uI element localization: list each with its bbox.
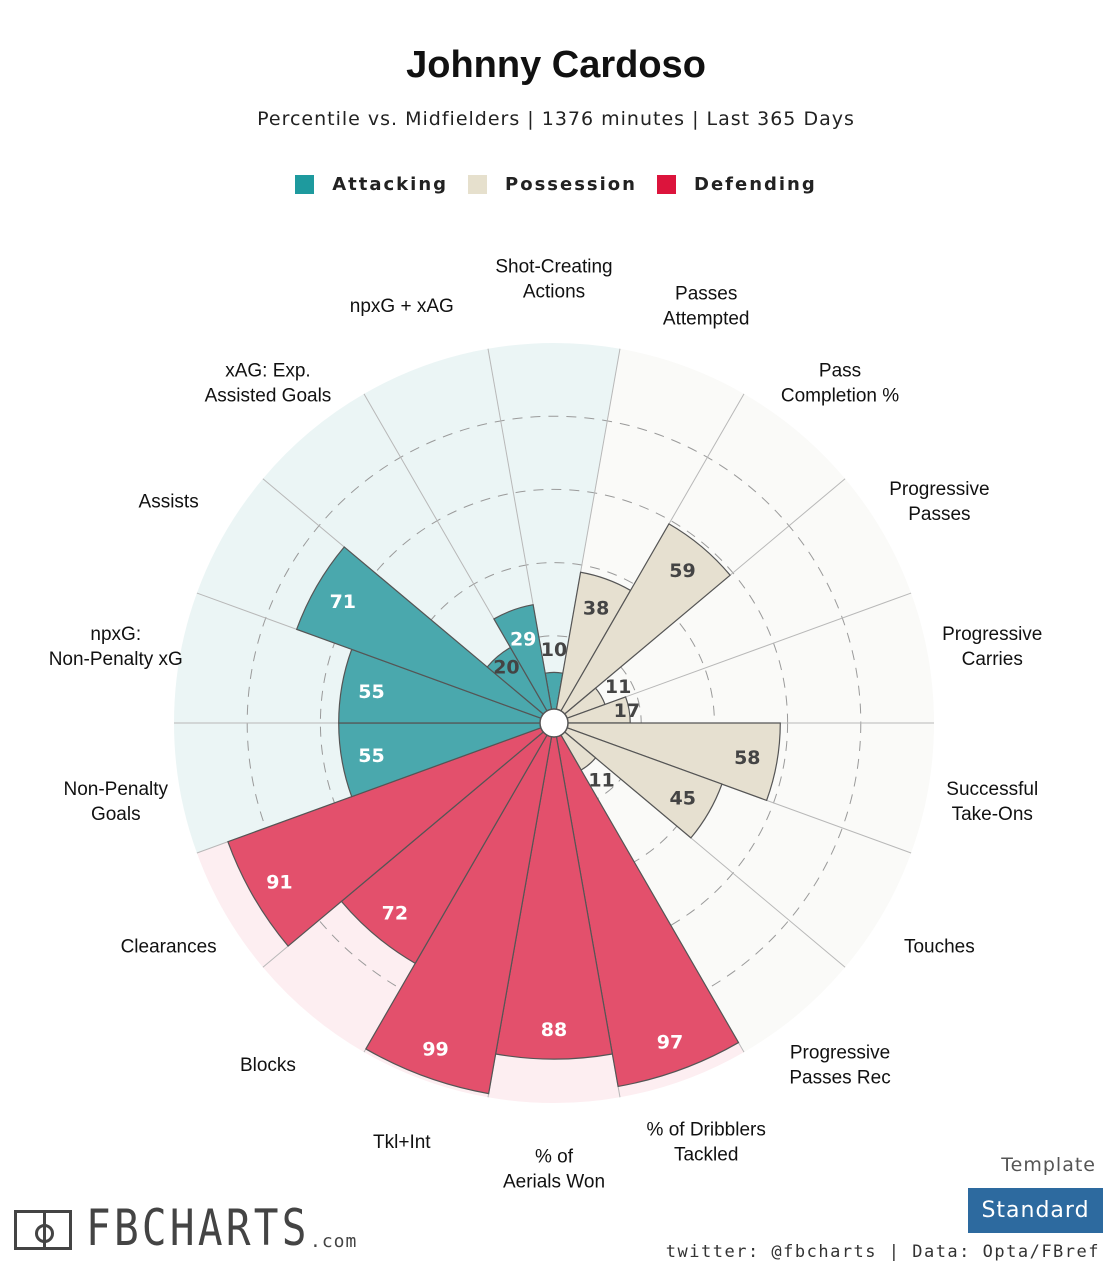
- chart-title: Johnny Cardoso: [406, 44, 706, 86]
- background-sector: [567, 593, 934, 723]
- value-label: 45: [670, 787, 696, 809]
- value-label: 91: [266, 872, 292, 894]
- legend-label-attacking: Attacking: [332, 174, 449, 195]
- category-label: % of Aerials Won: [503, 1147, 605, 1193]
- background-sector: [262, 393, 547, 715]
- center-circle: [539, 708, 569, 738]
- background-sector: [488, 343, 620, 710]
- category-label: npxG: Non-Penalty xG: [49, 624, 183, 670]
- legend-swatch-defending: [657, 175, 676, 194]
- value-label: 20: [493, 656, 519, 678]
- category-label: xAG: Exp. Assisted Goals: [205, 361, 332, 407]
- value-label: 59: [669, 560, 695, 582]
- legend-label-defending: Defending: [694, 174, 817, 195]
- category-label: Clearances: [121, 937, 217, 958]
- value-label: 71: [330, 591, 356, 613]
- value-label: 55: [358, 681, 384, 703]
- category-label: Progressive Passes Rec: [789, 1042, 890, 1088]
- category-label: Assists: [139, 492, 199, 513]
- value-label: 11: [605, 676, 631, 698]
- pitch-icon: [14, 1210, 72, 1250]
- legend-item-attacking: Attacking: [295, 174, 448, 195]
- category-label: Tkl+Int: [373, 1132, 431, 1153]
- value-label: 38: [583, 597, 609, 619]
- fbcharts-logo: FBCHARTS .com: [14, 1199, 359, 1257]
- value-label: 11: [588, 770, 614, 792]
- value-label: 17: [614, 700, 640, 722]
- category-label: Progressive Carries: [942, 624, 1042, 670]
- legend-swatch-possession: [468, 175, 488, 194]
- category-label: Progressive Passes: [889, 479, 989, 525]
- category-label: Shot-Creating Actions: [495, 257, 612, 303]
- legend-item-possession: Possession: [468, 174, 637, 195]
- value-label: 10: [541, 639, 567, 661]
- legend: Attacking Possession Defending: [0, 174, 1112, 195]
- background-sector: [564, 478, 912, 719]
- category-label: Non-Penalty Goals: [63, 779, 168, 825]
- legend-item-defending: Defending: [657, 174, 817, 195]
- value-label: 29: [510, 628, 536, 650]
- category-label: Blocks: [240, 1055, 296, 1076]
- legend-label-possession: Possession: [505, 174, 637, 195]
- category-label: Touches: [904, 937, 975, 958]
- background-sector: [561, 731, 846, 1053]
- category-label: Passes Attempted: [663, 283, 750, 329]
- template-label: Template: [1001, 1154, 1096, 1176]
- value-label: 58: [734, 747, 760, 769]
- logo-text: FBCHARTS: [86, 1199, 310, 1257]
- value-label: 99: [422, 1038, 448, 1060]
- category-label: Successful Take-Ons: [946, 779, 1038, 825]
- value-label: 97: [657, 1032, 683, 1054]
- value-label: 88: [541, 1019, 567, 1041]
- value-label: 72: [382, 903, 408, 925]
- category-label: % of Dribblers Tackled: [647, 1120, 766, 1166]
- chart-subtitle: Percentile vs. Midfielders | 1376 minute…: [257, 108, 855, 130]
- legend-swatch-attacking: [295, 175, 315, 194]
- template-selector-button[interactable]: Standard: [968, 1188, 1103, 1233]
- logo-domain: .com: [310, 1231, 358, 1252]
- category-label: Pass Completion %: [781, 361, 899, 407]
- category-label: npxG + xAG: [350, 296, 454, 317]
- footer-credit: twitter: @fbcharts | Data: Opta/FBref: [665, 1242, 1100, 1262]
- value-label: 55: [358, 745, 384, 767]
